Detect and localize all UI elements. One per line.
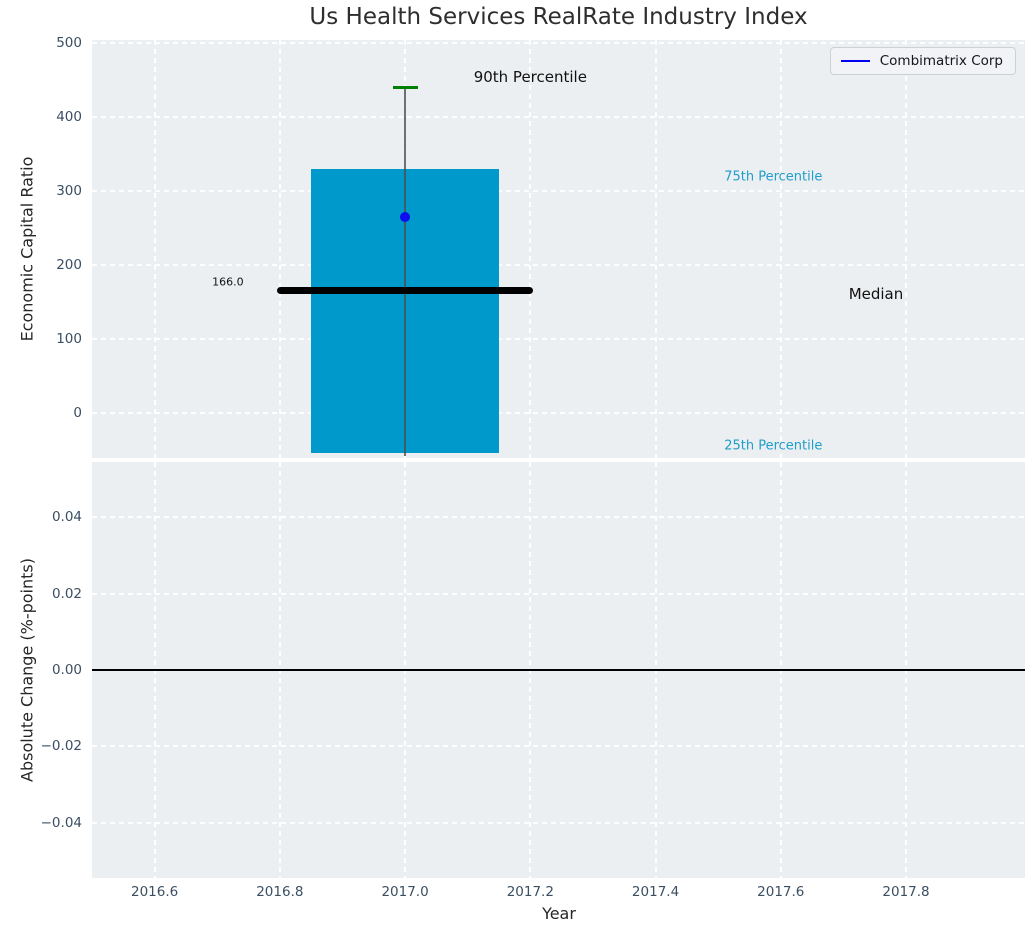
y-tick-label: 0.04 — [51, 509, 82, 526]
x-tick-label: 2017.6 — [757, 884, 805, 900]
y-tick-label: 200 — [56, 256, 82, 273]
y-tick-label: 0.00 — [51, 662, 82, 678]
horizontal-gridline — [92, 337, 1025, 340]
p90-label: 90th Percentile — [473, 67, 587, 86]
x-tick-label: 2017.0 — [381, 884, 429, 900]
y-tick-label: −0.02 — [40, 738, 82, 755]
horizontal-gridline — [92, 263, 1025, 266]
y-tick-label: 0.02 — [51, 585, 82, 602]
horizontal-gridline — [92, 411, 1025, 414]
y-tick-label: 500 — [56, 34, 82, 51]
y-tick-label: 0 — [73, 404, 82, 421]
p90-cap — [392, 85, 418, 89]
vertical-gridline — [153, 40, 156, 458]
x-tick-label: 2017.4 — [631, 884, 680, 900]
p75-label: 75th Percentile — [724, 169, 823, 185]
horizontal-gridline — [92, 189, 1025, 192]
x-axis-label: Year — [542, 904, 576, 923]
whisker-line — [404, 87, 407, 456]
x-tick-label: 2017.2 — [506, 884, 554, 900]
y-tick-label: 100 — [56, 330, 82, 347]
company-marker — [400, 211, 411, 222]
x-tick-label: 2016.6 — [130, 884, 179, 900]
x-tick-label: 2016.8 — [256, 884, 304, 900]
median-label: Median — [848, 284, 904, 303]
horizontal-gridline — [92, 745, 1025, 748]
median-line — [276, 286, 534, 294]
horizontal-gridline — [92, 115, 1025, 118]
vertical-gridline — [654, 40, 657, 458]
vertical-gridline — [779, 40, 782, 458]
bottom-chart-panel — [92, 462, 1025, 878]
zero-line — [92, 669, 1025, 671]
y-tick-label: 300 — [56, 182, 82, 199]
y-tick-label: 400 — [56, 108, 82, 125]
vertical-gridline — [529, 40, 532, 458]
horizontal-gridline — [92, 516, 1025, 519]
top-chart-panel: 90th Percentile 75th Percentile Median 25th… — [92, 40, 1025, 458]
legend-line-swatch — [840, 59, 870, 63]
horizontal-gridline — [92, 41, 1025, 44]
legend-series-label: Combimatrix Corp — [879, 53, 1003, 69]
horizontal-gridline — [92, 821, 1025, 824]
y-tick-label: −0.04 — [40, 814, 82, 831]
vertical-gridline — [278, 40, 281, 458]
legend: Combimatrix Corp — [829, 47, 1016, 75]
horizontal-gridline — [92, 592, 1025, 595]
chart-title: Us Health Services RealRate Industry Ind… — [309, 4, 808, 30]
p25-label: 25th Percentile — [724, 438, 823, 454]
x-tick-label: 2017.8 — [882, 884, 930, 900]
median-value-label: 166.0 — [212, 275, 244, 289]
vertical-gridline — [905, 40, 908, 458]
